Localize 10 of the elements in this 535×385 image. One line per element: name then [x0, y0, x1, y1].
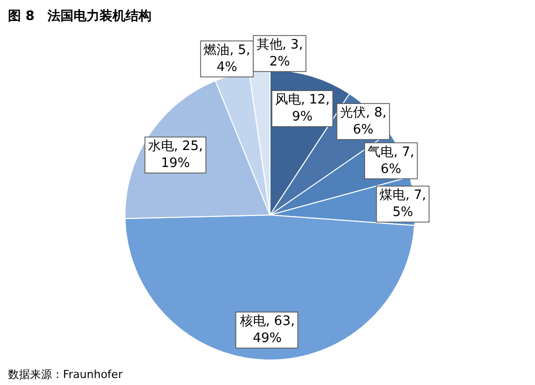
slice-label: 光伏, 8, 6%: [340, 106, 387, 138]
slice-label: 煤电, 7, 5%: [379, 188, 426, 220]
slice-label: 燃油, 5, 4%: [204, 42, 250, 75]
slice-label: 风电, 12, 9%: [274, 92, 330, 125]
source-note: 数据来源：Fraunhofer: [8, 368, 124, 381]
slice-label: 气电, 7, 6%: [368, 144, 414, 177]
slice-label: 其他, 3, 2%: [256, 38, 303, 70]
slice-label: 水电, 25, 19%: [148, 139, 203, 172]
slice-label: 核电, 63, 49%: [238, 314, 295, 346]
chart-title: 图 8 法国电力装机结构: [8, 9, 152, 24]
